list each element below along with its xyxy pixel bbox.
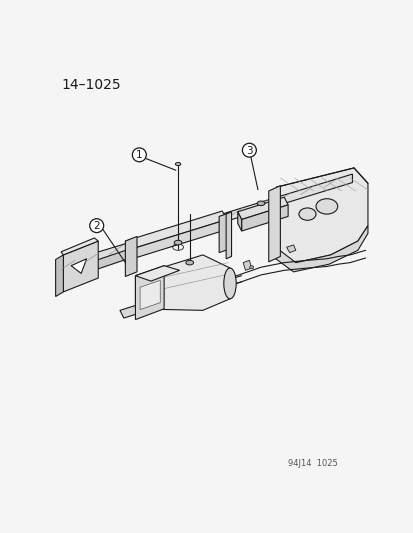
Text: 14–1025: 14–1025	[61, 78, 120, 92]
Polygon shape	[237, 212, 241, 231]
Polygon shape	[71, 259, 86, 273]
Polygon shape	[55, 255, 63, 296]
Polygon shape	[71, 233, 176, 278]
Circle shape	[90, 219, 103, 232]
Polygon shape	[272, 225, 367, 272]
Ellipse shape	[223, 268, 236, 299]
Ellipse shape	[249, 265, 253, 269]
Ellipse shape	[174, 240, 181, 245]
Ellipse shape	[298, 208, 315, 220]
Circle shape	[132, 148, 146, 161]
Polygon shape	[135, 255, 230, 310]
Polygon shape	[63, 241, 98, 292]
Ellipse shape	[315, 199, 337, 214]
Polygon shape	[237, 197, 287, 220]
Polygon shape	[125, 211, 226, 249]
Polygon shape	[71, 174, 351, 269]
Polygon shape	[272, 168, 367, 263]
Text: 94J14  1025: 94J14 1025	[287, 459, 337, 468]
Text: 2: 2	[93, 221, 100, 231]
Ellipse shape	[185, 260, 193, 265]
Circle shape	[242, 143, 256, 157]
Polygon shape	[130, 220, 226, 260]
Ellipse shape	[256, 201, 264, 206]
Polygon shape	[286, 245, 295, 253]
Polygon shape	[225, 212, 231, 259]
Polygon shape	[135, 265, 164, 320]
Polygon shape	[140, 280, 160, 310]
Polygon shape	[135, 265, 179, 281]
Polygon shape	[242, 260, 251, 270]
Polygon shape	[218, 213, 230, 253]
Polygon shape	[125, 237, 137, 277]
Ellipse shape	[175, 163, 180, 166]
Polygon shape	[120, 276, 233, 318]
Text: 1: 1	[136, 150, 142, 160]
Polygon shape	[241, 205, 287, 231]
Polygon shape	[61, 238, 98, 255]
Text: 3: 3	[245, 146, 252, 156]
Polygon shape	[268, 185, 280, 262]
